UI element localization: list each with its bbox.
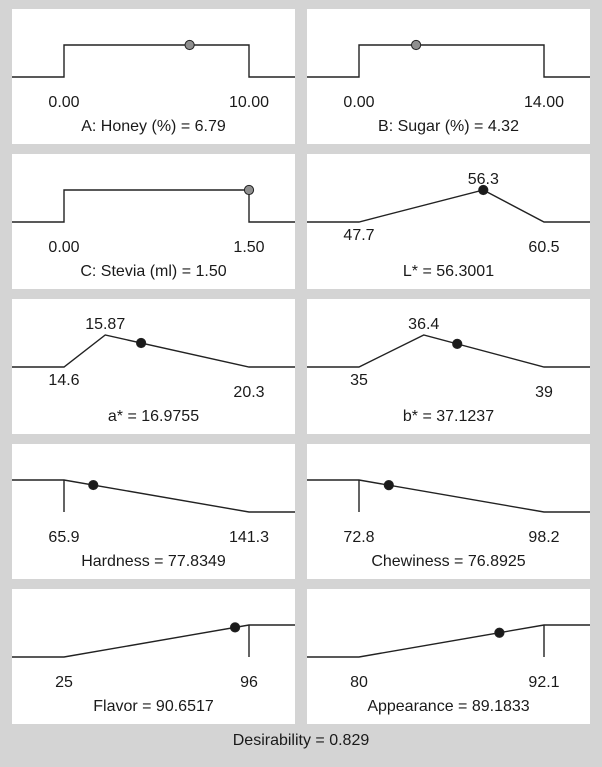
current-value-marker <box>135 337 147 349</box>
ramp-panel-6: 36.4 35 39 b* = 37.1237 <box>307 299 590 434</box>
desirability-curve <box>307 44 590 78</box>
low-limit-label: 25 <box>55 674 73 691</box>
ramp-panel-1: 0.00 10.00A: Honey (%) = 6.79 <box>12 9 295 144</box>
high-limit-label: 92.1 <box>528 674 559 691</box>
desirability-curve <box>12 44 295 78</box>
high-limit-label: 10.00 <box>229 94 269 111</box>
low-limit-label: 0.00 <box>343 94 374 111</box>
desirability-curve <box>307 479 590 513</box>
desirability-curve <box>12 334 295 368</box>
current-value-marker <box>243 184 255 196</box>
high-limit-label: 1.50 <box>233 239 264 256</box>
target-label: 56.3 <box>468 171 499 188</box>
low-limit-label: 65.9 <box>48 529 79 546</box>
current-value-marker <box>184 39 195 51</box>
high-limit-label: 98.2 <box>528 529 559 546</box>
current-value-marker <box>229 622 241 633</box>
current-value-marker <box>383 480 394 491</box>
ramp-panel-9: 25 96 Flavor = 90.6517 <box>12 589 295 724</box>
high-limit-label: 39 <box>535 384 553 401</box>
panel-title: Flavor = 90.6517 <box>93 698 214 715</box>
current-value-marker <box>410 39 422 51</box>
high-limit-label: 60.5 <box>528 239 559 256</box>
panel-title: B: Sugar (%) = 4.32 <box>378 118 519 135</box>
low-limit-label: 0.00 <box>48 94 79 111</box>
panel-title: C: Stevia (ml) = 1.50 <box>80 263 226 280</box>
panel-title: A: Honey (%) = 6.79 <box>81 118 226 135</box>
high-limit-label: 14.00 <box>524 94 564 111</box>
panel-title: Hardness = 77.8349 <box>81 553 226 570</box>
ramp-panel-5: 15.87 14.6 20.3 a* = 16.9755 <box>12 299 295 434</box>
current-value-marker <box>478 184 489 196</box>
desirability-curve <box>12 624 295 658</box>
desirability-curve <box>307 624 590 658</box>
high-limit-label: 141.3 <box>229 529 269 546</box>
ramp-panel-4: 56.3 47.7 60.5 L* = 56.3001 <box>307 154 590 289</box>
desirability-curve <box>307 334 590 368</box>
panel-title: Appearance = 89.1833 <box>367 698 529 715</box>
low-limit-label: 72.8 <box>343 529 374 546</box>
low-limit-label: 47.7 <box>343 227 374 244</box>
high-limit-label: 20.3 <box>233 384 264 401</box>
low-limit-label: 14.6 <box>48 372 79 389</box>
panel-title: b* = 37.1237 <box>403 408 494 425</box>
current-value-marker <box>494 627 505 638</box>
panel-title: Chewiness = 76.8925 <box>371 553 525 570</box>
target-label: 15.87 <box>85 316 125 333</box>
desirability-curve <box>12 189 295 223</box>
ramp-panel-10: 80 92.1 Appearance = 89.1833 <box>307 589 590 724</box>
high-limit-label: 96 <box>240 674 258 691</box>
panel-title: a* = 16.9755 <box>108 408 199 425</box>
current-value-marker <box>452 338 463 350</box>
ramp-panels: 0.00 10.00A: Honey (%) = 6.790.00 14.00B: … <box>12 9 590 724</box>
target-label: 36.4 <box>408 316 439 333</box>
low-limit-label: 80 <box>350 674 368 691</box>
desirability-label: Desirability = 0.829 <box>233 732 370 749</box>
desirability-curve <box>12 479 295 513</box>
panel-title: L* = 56.3001 <box>403 263 494 280</box>
low-limit-label: 0.00 <box>48 239 79 256</box>
ramp-panel-2: 0.00 14.00 B: Sugar (%) = 4.32 <box>307 9 590 144</box>
current-value-marker <box>88 479 99 491</box>
ramp-panel-3: 0.00 1.50 C: Stevia (ml) = 1.50 <box>12 154 295 289</box>
low-limit-label: 35 <box>350 372 368 389</box>
